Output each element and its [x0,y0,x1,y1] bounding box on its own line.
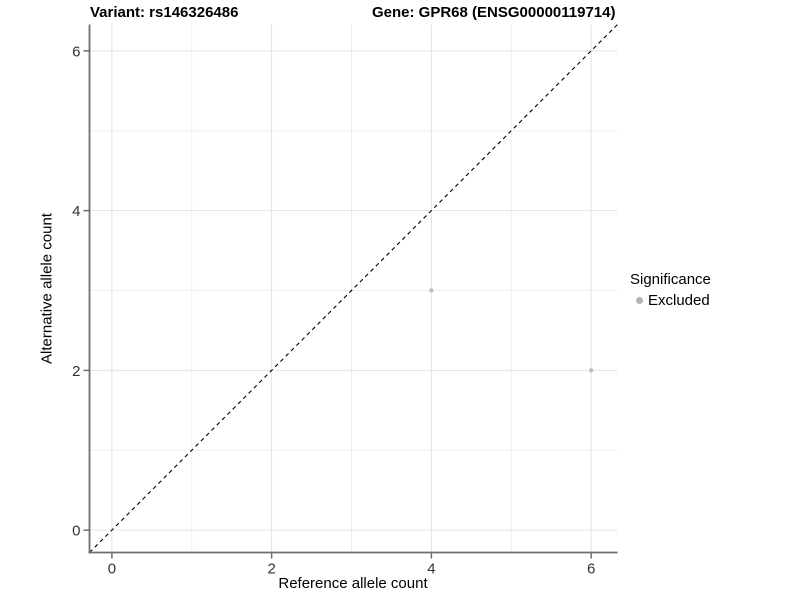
x-tick-label: 4 [427,561,435,578]
y-tick-label: 6 [72,43,80,60]
y-tick-label: 4 [72,203,80,220]
x-tick-label: 2 [267,561,275,578]
legend-title: Significance [630,271,711,288]
y-tick-label: 2 [72,363,80,380]
data-point [429,288,434,293]
variant-title: Variant: rs146326486 [90,4,239,21]
legend-point-icon [636,297,643,304]
legend-item: Excluded [630,291,711,310]
gene-title: Gene: GPR68 (ENSG00000119714) [372,4,616,21]
x-tick-label: 0 [108,561,116,578]
x-axis-title: Reference allele count [278,575,428,592]
x-tick-label: 6 [587,561,595,578]
y-tick-label: 0 [72,523,80,540]
data-point [588,368,594,373]
legend-item-label: Excluded [648,292,710,309]
identity-diagonal-line [89,24,618,553]
legend: Significance Excluded [630,270,711,310]
y-axis-title: Alternative allele count [38,213,56,364]
